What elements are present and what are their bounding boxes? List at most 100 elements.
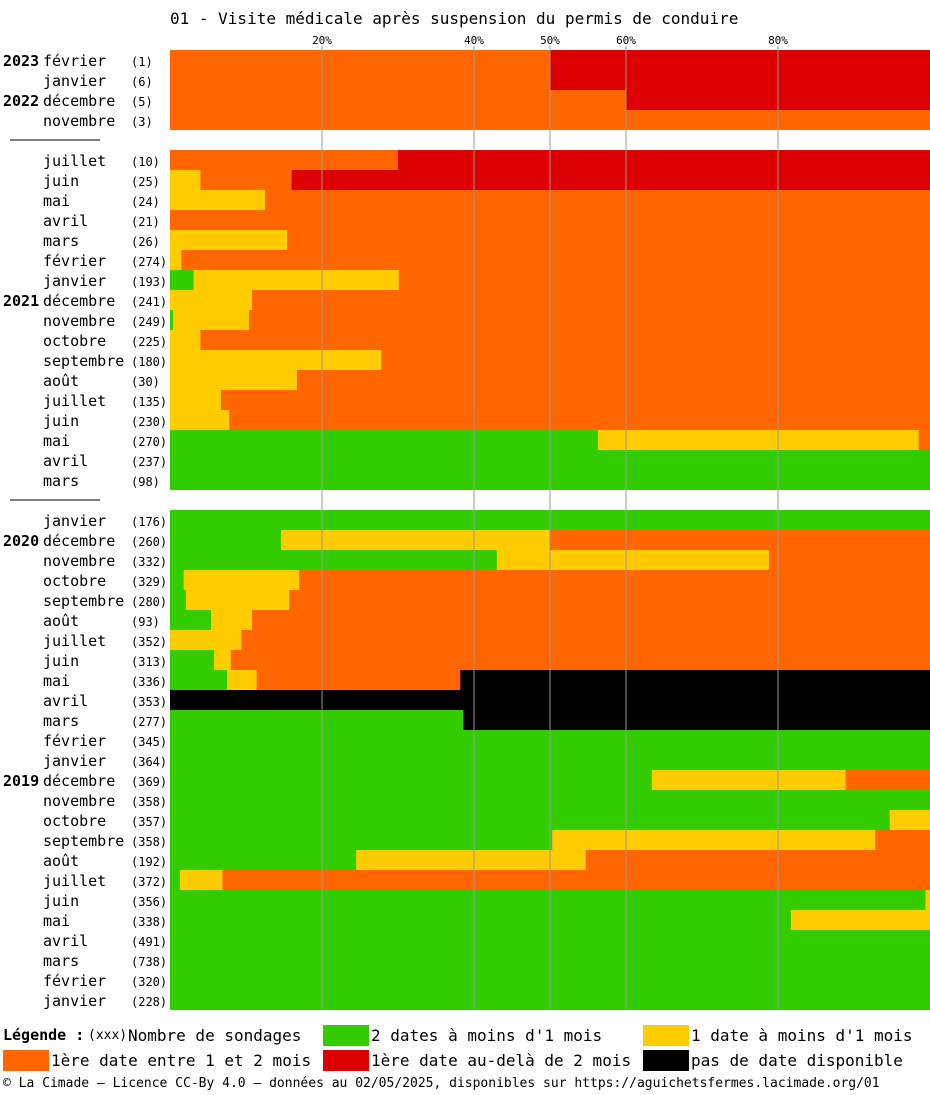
row-count-label: (237) — [131, 455, 167, 469]
bar-segment — [170, 330, 201, 350]
row-month-label: novembre — [43, 312, 115, 330]
row-count-label: (225) — [131, 335, 167, 349]
legend-title: Légende : — [3, 1026, 85, 1044]
row-month-label: mai — [43, 432, 70, 450]
row-month-label: décembre — [43, 772, 115, 790]
bar-segment — [185, 590, 290, 610]
bar-segment — [183, 570, 300, 590]
row-month-label: janvier — [43, 992, 106, 1010]
row-month-label: décembre — [43, 92, 115, 110]
row-count-label: (176) — [131, 515, 167, 529]
row-count-label: (6) — [131, 75, 153, 89]
bar-segment — [356, 850, 587, 870]
bar-segment — [170, 290, 253, 310]
row-month-label: mars — [43, 712, 79, 730]
row-month-label: janvier — [43, 512, 106, 530]
row-count-label: (274) — [131, 255, 167, 269]
row-month-label: avril — [43, 692, 88, 710]
bar-segment — [252, 290, 930, 310]
bar-segment — [170, 530, 282, 550]
row-year-label: 2020 — [3, 532, 39, 550]
bar-segment — [381, 350, 930, 370]
row-month-label: juillet — [43, 632, 106, 650]
row-count-label: (26) — [131, 235, 160, 249]
row-month-label: novembre — [43, 792, 115, 810]
bar-segment — [170, 650, 215, 670]
row-month-label: janvier — [43, 72, 106, 90]
row-month-label: janvier — [43, 752, 106, 770]
row-count-label: (1) — [131, 55, 153, 69]
bar-segment — [550, 50, 930, 70]
row-month-label: novembre — [43, 112, 115, 130]
bar-segment — [585, 850, 930, 870]
bar-segment — [170, 630, 242, 650]
bar-segment — [170, 410, 230, 430]
row-month-label: septembre — [43, 352, 124, 370]
bar-segment — [170, 390, 222, 410]
x-tick-label: 80% — [768, 34, 788, 47]
row-count-label: (364) — [131, 755, 167, 769]
row-month-label: décembre — [43, 532, 115, 550]
bar-segment — [170, 670, 228, 690]
bar-segment — [200, 170, 293, 190]
legend-label-orange: 1ère date entre 1 et 2 mois — [51, 1051, 312, 1070]
row-month-label: mai — [43, 192, 70, 210]
row-month-label: décembre — [43, 292, 115, 310]
bar-segment — [925, 890, 930, 910]
row-month-label: septembre — [43, 832, 124, 850]
bar-segment — [170, 910, 792, 930]
chart-title: 01 - Visite médicale après suspension du… — [170, 9, 739, 28]
bar-segment — [460, 670, 930, 690]
row-month-label: juin — [43, 412, 79, 430]
row-count-label: (329) — [131, 575, 167, 589]
bar-segment — [229, 410, 930, 430]
row-count-label: (369) — [131, 775, 167, 789]
bar-segment — [170, 590, 187, 610]
row-count-label: (313) — [131, 655, 167, 669]
stacked-bar-chart: 2023 février (1)janvier (6)2022 décembre (5)n… — [3, 34, 930, 1010]
row-month-label: juin — [43, 652, 79, 670]
bar-segment — [463, 710, 930, 730]
row-month-label: août — [43, 612, 79, 630]
row-month-label: juillet — [43, 872, 106, 890]
row-month-label: juin — [43, 172, 79, 190]
bar-segment — [398, 270, 930, 290]
row-count-label: (10) — [131, 155, 160, 169]
legend-swatch-black — [643, 1050, 689, 1071]
bar-segment — [289, 590, 930, 610]
row-month-label: mai — [43, 672, 70, 690]
bar-segment — [173, 310, 250, 330]
bar-segment — [845, 770, 930, 790]
row-count-label: (192) — [131, 855, 167, 869]
row-count-label: (280) — [131, 595, 167, 609]
bar-segment — [552, 830, 876, 850]
row-count-label: (260) — [131, 535, 167, 549]
row-count-label: (230) — [131, 415, 167, 429]
row-count-label: (358) — [131, 835, 167, 849]
row-count-label: (358) — [131, 795, 167, 809]
row-month-label: juillet — [43, 152, 106, 170]
row-month-label: septembre — [43, 592, 124, 610]
bar-segment — [170, 370, 298, 390]
bar-segment — [181, 250, 930, 270]
row-count-label: (5) — [131, 95, 153, 109]
bar-segment — [214, 650, 232, 670]
row-count-label: (270) — [131, 435, 167, 449]
legend-count-text: Nombre de sondages — [128, 1026, 302, 1045]
bar-segment — [790, 910, 930, 930]
bar-segment — [170, 150, 399, 170]
row-count-label: (24) — [131, 195, 160, 209]
bar-segment — [170, 570, 185, 590]
row-count-label: (93) — [131, 615, 160, 629]
row-year-label: 2023 — [3, 52, 39, 70]
bar-segment — [170, 890, 926, 910]
row-count-label: (356) — [131, 895, 167, 909]
bar-segment — [211, 610, 253, 630]
bar-segment — [889, 810, 930, 830]
row-month-label: avril — [43, 932, 88, 950]
bar-segment — [170, 170, 201, 190]
bar-segment — [241, 630, 930, 650]
bar-segment — [170, 310, 174, 330]
x-tick-label: 60% — [616, 34, 636, 47]
bar-segment — [170, 430, 599, 450]
